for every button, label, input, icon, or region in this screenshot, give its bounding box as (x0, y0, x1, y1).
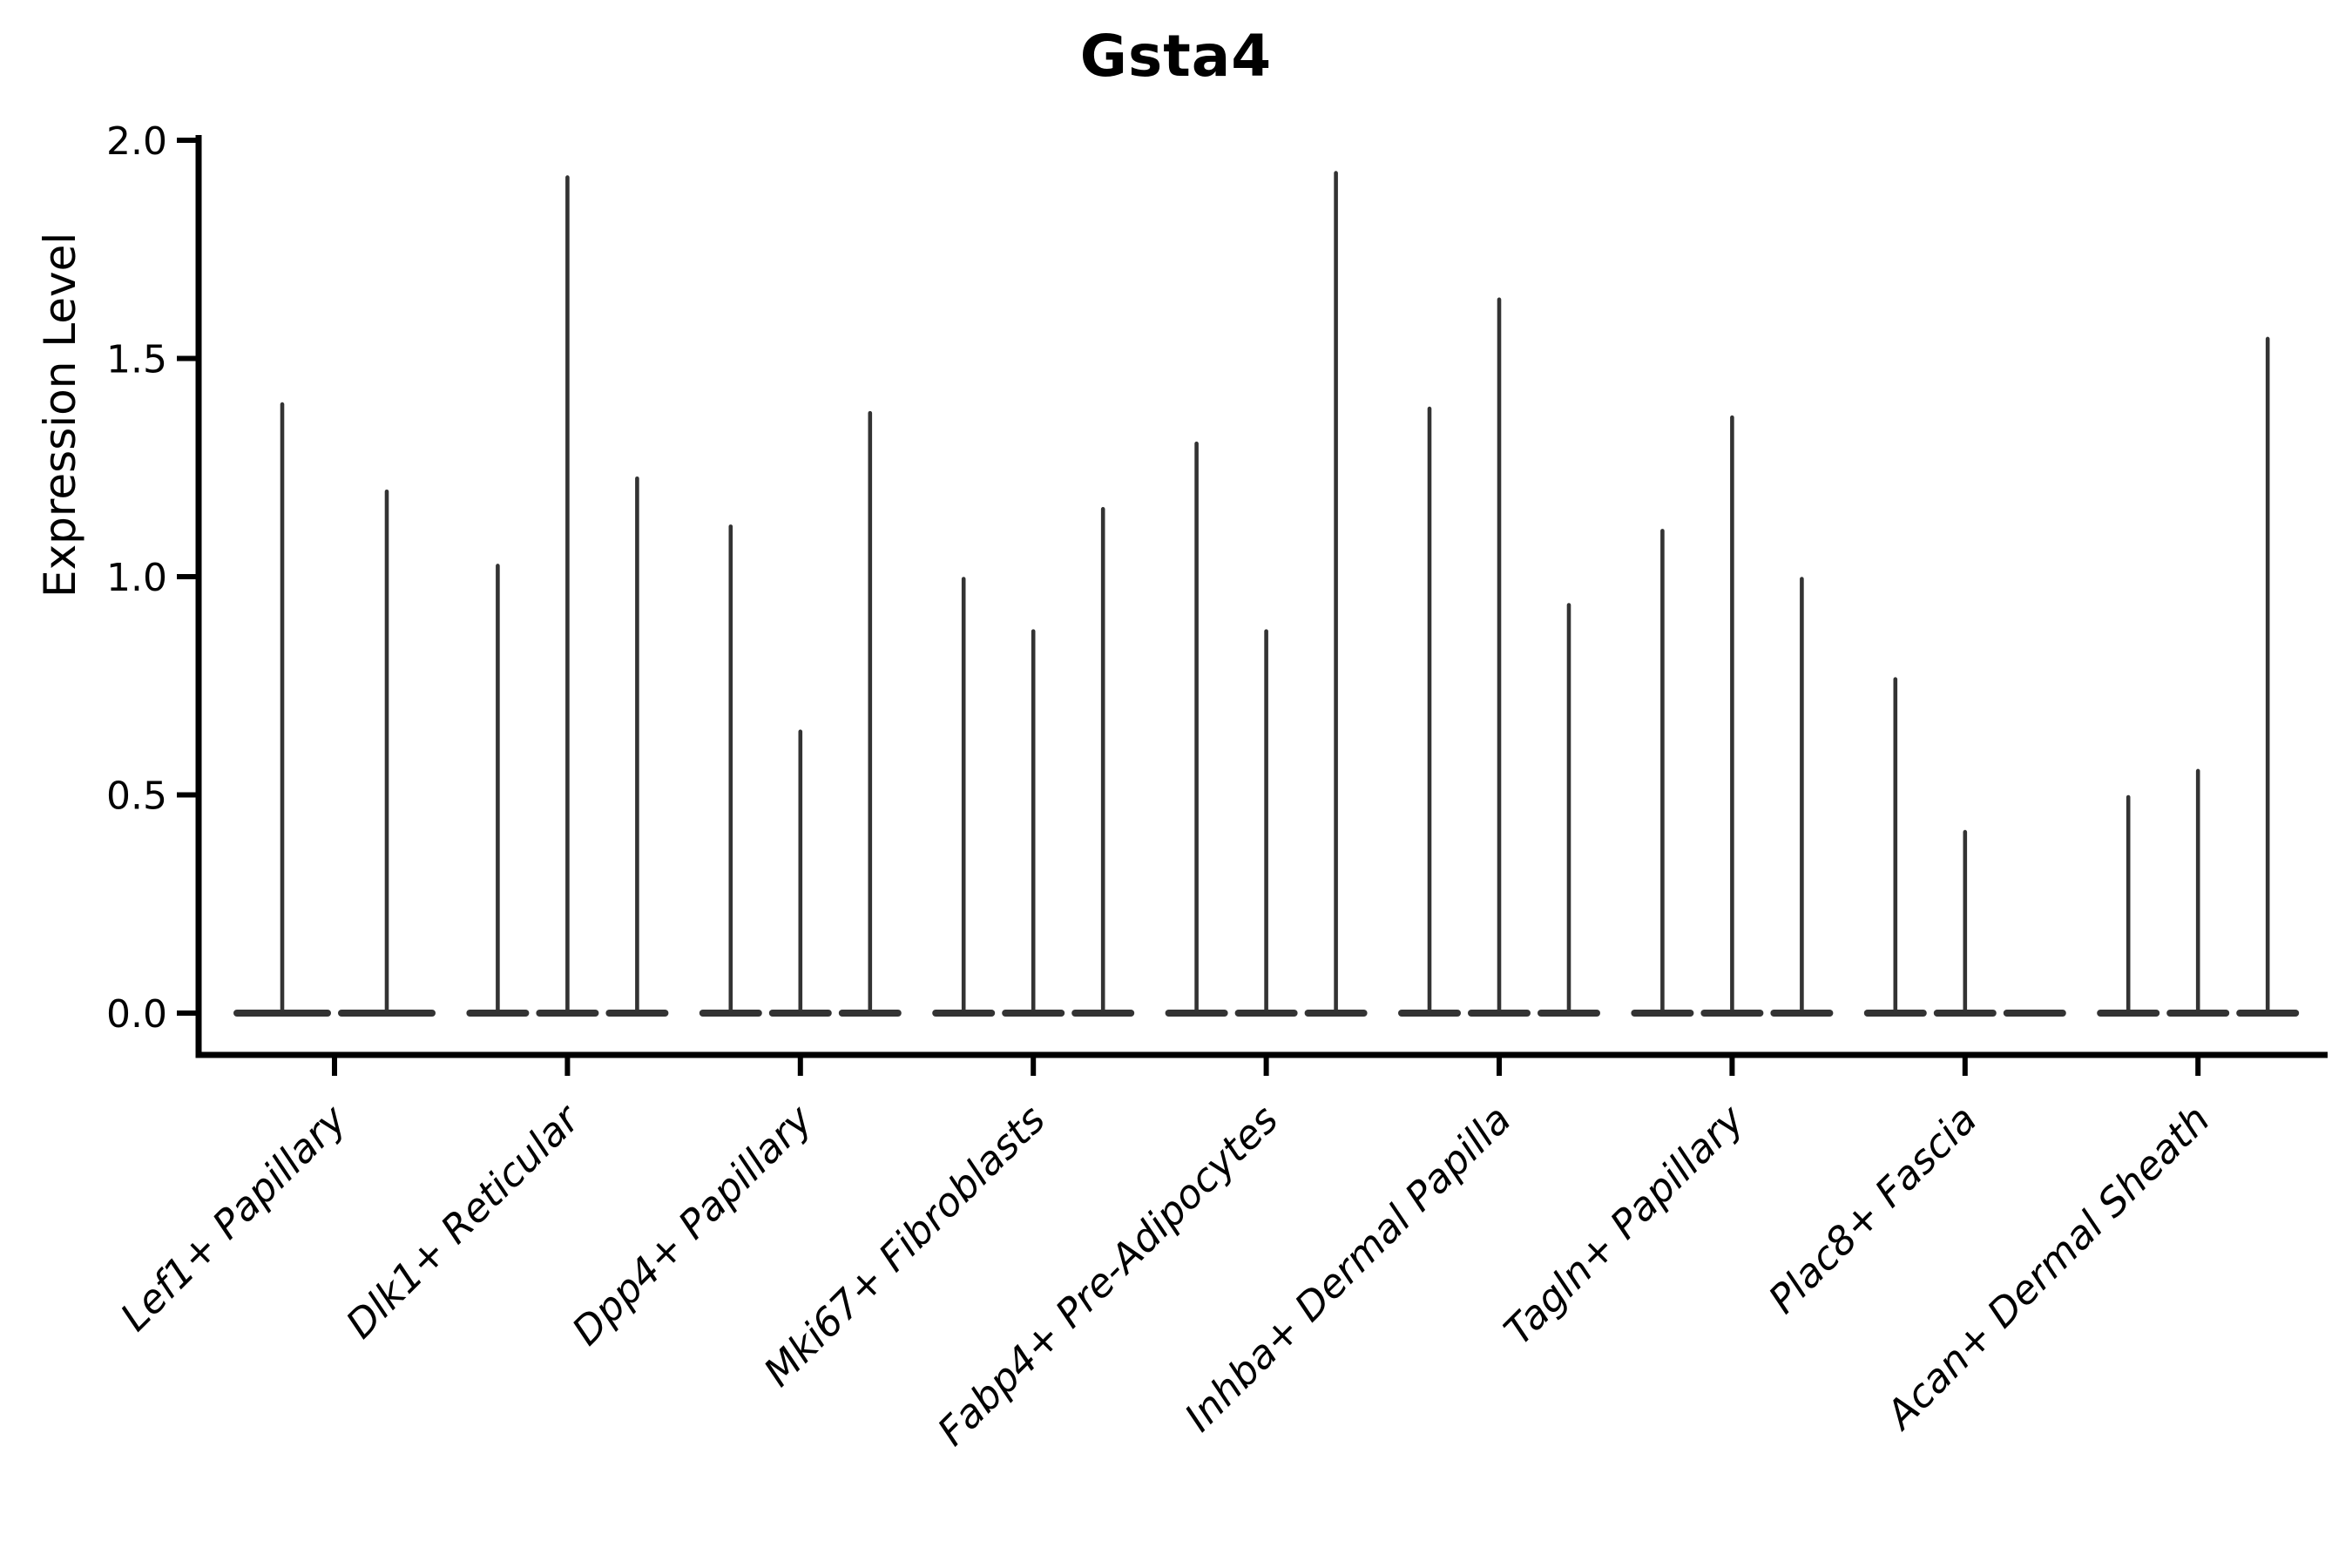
x-tick-label: Tagln+ Papillary (1495, 1095, 1754, 1354)
y-tick-label: 0.0 (106, 992, 167, 1037)
chart-title: Gsta4 (1079, 23, 1273, 90)
x-tick-label: Dlk1+ Reticular (337, 1095, 590, 1348)
y-tick-label: 0.5 (106, 774, 167, 819)
x-tick-label: Dpp4+ Papillary (563, 1095, 821, 1354)
y-tick-label: 2.0 (106, 119, 167, 164)
y-tick-label: 1.0 (106, 556, 167, 600)
x-tick-label: Plac8+ Fascia (1760, 1096, 1986, 1322)
y-tick-label: 1.5 (106, 338, 167, 382)
x-tick-label: Lef1+ Papillary (112, 1095, 356, 1340)
